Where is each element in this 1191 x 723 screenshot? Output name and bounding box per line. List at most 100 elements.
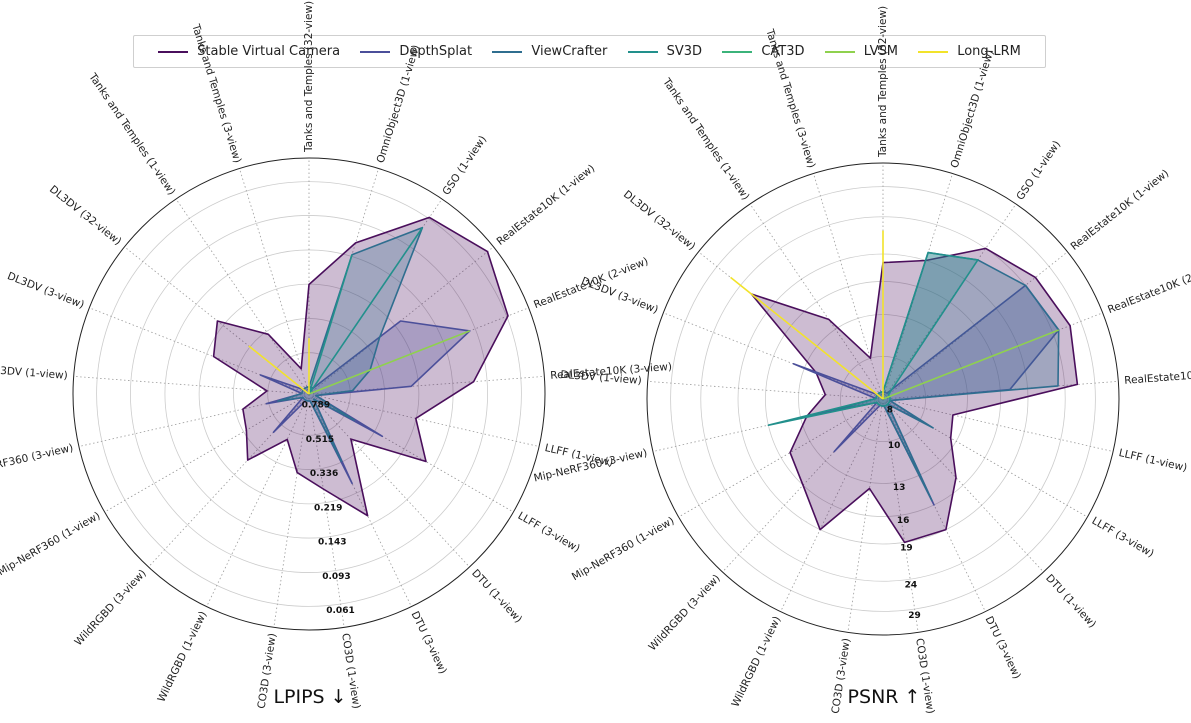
- category-label: Tanks and Temples (1-view): [86, 70, 178, 197]
- category-label: Tanks and Temples (3-view): [189, 22, 243, 165]
- axis-spoke: [749, 203, 884, 400]
- axis-spoke: [882, 398, 1114, 452]
- axis-spoke: [882, 398, 919, 633]
- legend-item: Long-LRM: [918, 44, 1021, 59]
- grid-circle: [700, 216, 1066, 582]
- chart-title-lpips: LPIPS ↓: [273, 686, 347, 708]
- category-label: LLFF (3-view): [1090, 515, 1156, 560]
- legend-item: ViewCrafter: [492, 44, 607, 59]
- legend-item: LVSM: [824, 44, 898, 59]
- category-label: WildRGBD (3-view): [72, 567, 148, 648]
- radial-tick-label: 8: [887, 406, 893, 416]
- radial-tick-label: 0.336: [310, 469, 338, 479]
- axis-spoke: [882, 251, 1068, 400]
- category-label: DL3DV (3-view): [580, 275, 660, 316]
- category-label: DL3DV (3-view): [6, 270, 86, 311]
- category-label: RealEstate10K (1-view): [494, 162, 597, 247]
- series-line: [248, 345, 310, 395]
- axis-spoke: [206, 393, 310, 607]
- axis-spoke: [73, 375, 310, 395]
- category-label: DTU (1-view): [469, 567, 524, 625]
- axis-spoke: [678, 398, 884, 518]
- outer-ring: [72, 157, 546, 631]
- axis-spoke: [308, 393, 470, 568]
- axis-spoke: [652, 398, 884, 452]
- axis-spoke: [308, 393, 540, 447]
- series-polygon: [212, 216, 509, 517]
- category-label: Tanks and Temples (1-view): [660, 75, 752, 202]
- axis-spoke: [124, 246, 310, 395]
- axis-spoke: [882, 380, 1119, 400]
- legend-swatch: [627, 50, 658, 53]
- radial-tick-label: 10: [888, 441, 901, 451]
- radial-tick-label: 19: [900, 543, 913, 553]
- axis-spoke: [882, 203, 1017, 400]
- axis-spoke: [647, 380, 884, 400]
- category-label: DL3DV (32-view): [621, 188, 698, 252]
- category-label: WildRGBD (3-view): [646, 572, 722, 653]
- legend-label: SV3D: [666, 44, 703, 59]
- radial-tick-label: 0.789: [302, 401, 330, 411]
- category-label: Tanks and Temples (32-view): [303, 1, 315, 153]
- legend-item: CAT3D: [722, 44, 805, 59]
- category-label: OmniObject3D (1-view): [949, 49, 997, 170]
- radial-tick-label: 0.093: [322, 572, 350, 582]
- category-label: DTU (1-view): [1043, 572, 1098, 630]
- series-line: [308, 330, 471, 395]
- legend-label: LVSM: [863, 44, 898, 59]
- grid-circle: [233, 318, 385, 470]
- grid-circle: [130, 215, 488, 573]
- category-label: RealEstate10K (2-view): [1106, 260, 1191, 316]
- axis-spoke: [308, 393, 345, 628]
- category-label: RealEstate10K (3-view): [1124, 366, 1191, 387]
- category-label: GSO (1-view): [440, 134, 489, 198]
- series-polygon: [767, 251, 979, 427]
- axis-spoke: [148, 393, 310, 568]
- legend-item: DepthSplat: [360, 44, 472, 59]
- legend-swatch: [158, 50, 189, 53]
- legend-swatch: [824, 50, 855, 53]
- legend-swatch: [918, 50, 949, 53]
- legend-label: CAT3D: [761, 44, 805, 59]
- axis-spoke: [722, 398, 884, 573]
- radar-chart-psnr: Tanks and Temples (32-view) OmniObject3D …: [533, 6, 1191, 715]
- radial-tick-label: 29: [908, 611, 921, 621]
- radar-chart-lpips: Tanks and Temples (32-view) OmniObject3D …: [0, 1, 672, 710]
- legend-label: Long-LRM: [957, 44, 1021, 59]
- category-label: DL3DV (32-view): [47, 183, 124, 247]
- axis-spoke: [239, 168, 310, 395]
- category-label: Tanks and Temples (3-view): [763, 27, 817, 170]
- legend-swatch: [492, 50, 523, 53]
- category-label: GSO (1-view): [1014, 139, 1063, 203]
- category-label: Mip-NeRF360 (3-view): [0, 442, 74, 480]
- radial-tick-label: 0.061: [326, 606, 354, 616]
- series-line: [308, 227, 424, 395]
- category-label: DTU (3-view): [409, 609, 449, 676]
- legend-label: DepthSplat: [399, 44, 473, 59]
- radial-tick-label: 24: [905, 581, 918, 591]
- axis-spoke: [308, 307, 529, 395]
- legend-item: Stable Virtual Camera: [158, 44, 340, 59]
- series-polygon: [750, 247, 1079, 544]
- axis-spoke: [273, 393, 310, 628]
- axis-spoke: [308, 393, 514, 513]
- axis-spoke: [308, 168, 379, 395]
- category-label: OmniObject3D (1-view): [375, 44, 423, 165]
- category-label: Tanks and Temples (32-view): [877, 6, 889, 158]
- outer-ring: [646, 162, 1120, 636]
- legend-label: Stable Virtual Camera: [197, 44, 341, 59]
- series-polygon: [277, 226, 424, 463]
- category-label: LLFF (1-view): [1118, 447, 1189, 474]
- axis-spoke: [663, 312, 884, 400]
- category-label: RealEstate10K (1-view): [1068, 167, 1171, 252]
- series-line: [308, 254, 353, 395]
- radial-tick-label: 0.515: [306, 435, 334, 445]
- series-line: [730, 276, 884, 400]
- radial-tick-label: 16: [897, 516, 910, 526]
- radial-tick-label: 0.219: [314, 503, 342, 513]
- axis-spoke: [308, 246, 494, 395]
- category-label: DL3DV (1-view): [0, 364, 68, 382]
- category-label: Mip-NeRF360 (1-view): [0, 510, 102, 578]
- axis-spoke: [882, 173, 953, 400]
- axis-spoke: [882, 398, 1088, 518]
